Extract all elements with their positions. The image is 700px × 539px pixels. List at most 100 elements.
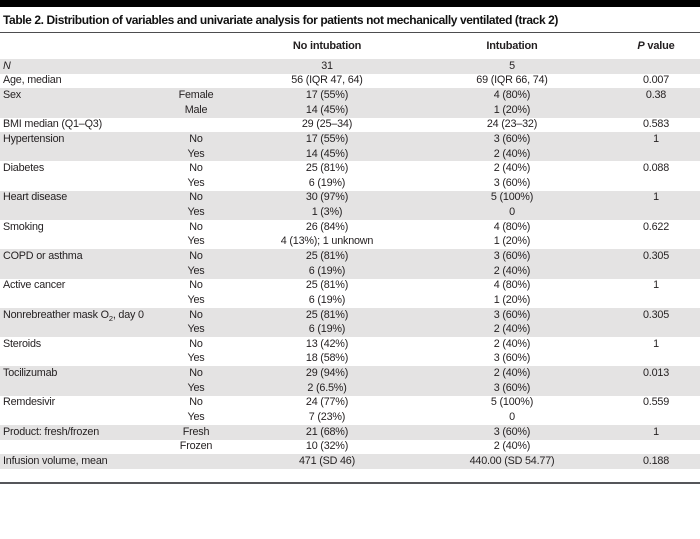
p-value-cell: 0.088: [642, 162, 670, 175]
variable-cell: Infusion volume, mean: [0, 454, 150, 469]
intubation-cell: 4 (80%): [493, 279, 531, 292]
table-row: Smoking No 26 (84%) 4 (80%) 0.622: [0, 220, 700, 235]
table-row: Male 14 (45%) 1 (20%): [0, 102, 700, 118]
category-cell: No: [189, 220, 203, 233]
variable-cell: Nonrebreather mask O2, day 0: [0, 307, 150, 323]
no-intubation-cell: 7 (23%): [308, 411, 346, 424]
table-row: Yes 6 (19%) 1 (20%): [0, 293, 700, 308]
table-row: COPD or asthma No 25 (81%) 3 (60%) 0.305: [0, 249, 700, 264]
p-value-cell: 0.188: [612, 454, 700, 469]
intubation-cell: 2 (40%): [412, 322, 612, 338]
intubation-cell: 24 (23–32): [486, 118, 538, 131]
variable-cell: Remdesivir: [3, 396, 55, 409]
variable-cell: Steroids: [3, 337, 42, 350]
p-value-cell: 0.305: [612, 307, 700, 323]
category-cell: Yes: [150, 146, 242, 162]
p-value-cell: [612, 293, 700, 308]
category-cell: No: [189, 337, 203, 350]
intubation-cell: 2 (40%): [412, 146, 612, 162]
category-cell: Female: [150, 88, 242, 103]
intubation-cell: 3 (60%): [412, 307, 612, 323]
intubation-cell: 2 (40%): [493, 337, 531, 350]
category-cell: No: [150, 307, 242, 323]
p-value-cell: 0.013: [612, 366, 700, 382]
intubation-cell: 3 (60%): [412, 249, 612, 264]
variable-cell: [0, 440, 150, 455]
table-row: Nonrebreather mask O2, day 0 No 25 (81%) 3 …: [0, 307, 700, 323]
p-value-cell: 0.559: [642, 396, 670, 409]
table-row: Yes 6 (19%) 2 (40%): [0, 263, 700, 279]
p-value-cell: [612, 235, 700, 250]
no-intubation-cell: 13 (42%): [305, 337, 349, 350]
variable-cell: [0, 410, 150, 425]
intubation-cell: 0: [412, 205, 612, 221]
no-intubation-cell: 17 (55%): [242, 132, 412, 147]
variable-cell: [0, 293, 150, 308]
variable-cell: [0, 102, 150, 118]
p-value-italic-p: P: [637, 40, 645, 52]
category-cell: Yes: [150, 322, 242, 338]
table-row: Heart disease No 30 (97%) 5 (100%) 1: [0, 190, 700, 206]
p-value-cell: 1: [612, 132, 700, 147]
no-intubation-cell: 25 (81%): [242, 307, 412, 323]
p-value-cell: 0.583: [642, 118, 670, 131]
intubation-cell: 2 (40%): [493, 440, 531, 453]
variable-cell: [0, 263, 150, 279]
intubation-cell: 0: [509, 411, 515, 424]
intubation-cell: 1 (20%): [493, 235, 531, 248]
category-cell: Yes: [187, 352, 205, 365]
variable-cell: Sex: [0, 88, 150, 103]
category-cell: [150, 454, 242, 469]
table-row: Yes 2 (6.5%) 3 (60%): [0, 381, 700, 396]
table-row: Yes 14 (45%) 2 (40%): [0, 146, 700, 162]
category-cell: Yes: [150, 381, 242, 396]
intubation-cell: 2 (40%): [412, 263, 612, 279]
p-value-cell: 1: [653, 279, 659, 292]
table-row: Remdesivir No 24 (77%) 5 (100%) 0.559: [0, 396, 700, 411]
no-intubation-cell: 21 (68%): [242, 425, 412, 440]
intubation-cell: 5 (100%): [412, 190, 612, 206]
variable-cell: [0, 381, 150, 396]
category-cell: Yes: [187, 293, 205, 306]
no-intubation-cell: 4 (13%); 1 unknown: [280, 235, 374, 248]
intubation-cell: 4 (80%): [412, 88, 612, 103]
variable-cell: Age, median: [3, 74, 62, 87]
table-row: Yes 4 (13%); 1 unknown 1 (20%): [0, 235, 700, 250]
p-value-cell: [612, 410, 700, 425]
category-cell: [150, 118, 242, 133]
no-intubation-cell: 6 (19%): [308, 293, 346, 306]
p-value-cell: 1: [612, 425, 700, 440]
table-row: Yes 1 (3%) 0: [0, 205, 700, 221]
category-cell: [150, 74, 242, 89]
category-cell: Yes: [150, 263, 242, 279]
no-intubation-cell: 6 (19%): [242, 263, 412, 279]
p-value-cell: 0.305: [612, 249, 700, 264]
intubation-cell: 1 (20%): [493, 293, 531, 306]
variable-cell: Smoking: [3, 220, 44, 233]
variable-cell: COPD or asthma: [0, 249, 150, 264]
variable-cell: Tocilizumab: [0, 366, 150, 382]
table-row: Hypertension No 17 (55%) 3 (60%) 1: [0, 132, 700, 147]
no-intubation-cell: 17 (55%): [242, 88, 412, 103]
no-intubation-cell: 6 (19%): [242, 322, 412, 338]
p-value-cell: [612, 263, 700, 279]
table-row: Yes 7 (23%) 0: [0, 410, 700, 425]
p-value-cell: [612, 352, 700, 367]
table-row: Diabetes No 25 (81%) 2 (40%) 0.088: [0, 161, 700, 176]
variable-cell: BMI median (Q1–Q3): [3, 118, 103, 131]
no-intubation-cell: 14 (45%): [242, 102, 412, 118]
col-header-intubation: Intubation: [486, 40, 538, 52]
intubation-cell: 4 (80%): [493, 220, 531, 233]
p-value-cell: 1: [653, 337, 659, 350]
col-header-variable: [0, 33, 150, 59]
data-table: No intubation Intubation P value N 31 5 Age…: [0, 33, 700, 469]
variable-cell: [0, 322, 150, 338]
table-row: Frozen 10 (32%) 2 (40%): [0, 440, 700, 455]
category-cell: Yes: [150, 205, 242, 221]
intubation-cell: 1 (20%): [412, 102, 612, 118]
no-intubation-cell: 24 (77%): [305, 396, 349, 409]
category-cell: Yes: [187, 411, 205, 424]
no-intubation-cell: 30 (97%): [242, 190, 412, 206]
p-value-cell: [612, 381, 700, 396]
